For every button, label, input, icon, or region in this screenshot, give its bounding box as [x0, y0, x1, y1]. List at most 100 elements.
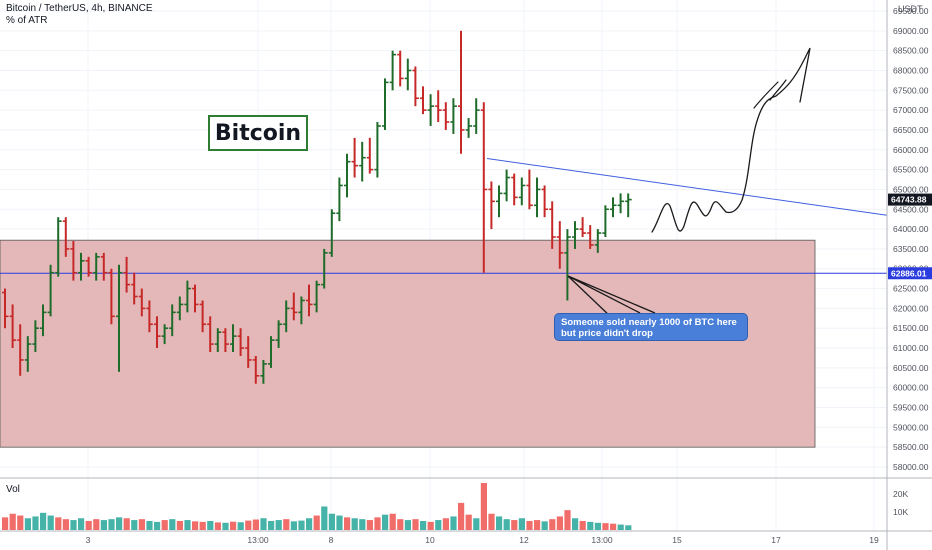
ohlc-bar [313, 280, 321, 313]
volume-bar [252, 519, 259, 530]
volume-bar [24, 518, 31, 530]
time-tick-label: 13:00 [247, 535, 269, 545]
ohlc-bar [594, 229, 602, 253]
ohlc-bar [412, 66, 419, 107]
volume-bar [579, 520, 586, 530]
volume-bar [587, 521, 594, 530]
ohlc-bar [534, 177, 541, 218]
ohlc-bar [420, 86, 427, 115]
volume-bar [2, 517, 9, 530]
ohlc-bar [245, 336, 252, 368]
volume-bar [306, 518, 313, 530]
volume-bar [534, 520, 541, 530]
volume-label: Vol [6, 484, 20, 495]
price-tick-label: 69500.00 [893, 6, 929, 16]
volume-bar [625, 525, 632, 530]
volume-bar [283, 519, 290, 530]
volume-bar [389, 513, 396, 530]
volume-bar [146, 520, 153, 530]
volume-bar [138, 519, 145, 530]
volume-bar [192, 521, 199, 530]
last-price-badge-bg [888, 193, 932, 206]
trend-line [486, 158, 888, 216]
volume-bar [290, 521, 297, 530]
ohlc-bar [184, 280, 191, 313]
volume-bar [382, 514, 389, 530]
ohlc-bar [488, 181, 495, 230]
callout-arrow [567, 275, 656, 319]
ohlc-bar [138, 288, 146, 317]
volume-bar [556, 516, 563, 530]
ohlc-bar [579, 217, 587, 238]
volume-bar [442, 518, 449, 530]
ohlc-bar [298, 296, 305, 325]
volume-bar [465, 514, 472, 530]
volume-axis-labels: 20K 10K [893, 489, 908, 517]
volume-bar [17, 515, 24, 530]
volume-bar [602, 523, 609, 530]
ohlc-bar [625, 193, 632, 218]
volume-bar [313, 515, 320, 530]
last-price-badge: 64743.88 [891, 195, 927, 205]
price-tick-label: 61000.00 [893, 343, 929, 353]
volume-bar [610, 523, 617, 530]
ohlc-bar [541, 185, 549, 218]
time-tick-label: 17 [771, 535, 781, 545]
ohlc-bar [40, 304, 47, 337]
chart-header: Bitcoin / TetherUS, 4h, BINANCE % of ATR [6, 3, 153, 27]
volume-bar [70, 520, 77, 530]
price-tick-label: 61500.00 [893, 323, 929, 333]
time-tick-label: 8 [329, 535, 334, 545]
ohlc-bar [602, 205, 609, 238]
volume-bar [298, 520, 305, 530]
price-tick-label: 59500.00 [893, 403, 929, 413]
volume-bar [435, 520, 442, 530]
currency-label[interactable]: USDT [898, 4, 923, 14]
price-tick-label: 65500.00 [893, 165, 929, 175]
volume-bar [222, 522, 229, 530]
ohlc-bar [556, 221, 564, 269]
price-tick-label: 62000.00 [893, 303, 929, 313]
ohlc-bar [283, 300, 290, 333]
volume-bar [100, 520, 107, 530]
volume-bar [336, 515, 343, 530]
volume-bar [458, 502, 465, 530]
volume-bar [541, 521, 548, 530]
ohlc-bar [199, 300, 207, 333]
price-tick-label: 58000.00 [893, 462, 929, 472]
price-tick-label: 63500.00 [893, 244, 929, 254]
volume-bar [230, 521, 237, 530]
volume-bar [564, 510, 571, 530]
ohlc-bar [359, 141, 366, 182]
price-tick-label: 62500.00 [893, 284, 929, 294]
ohlc-bar [336, 177, 343, 222]
ohlc-bar [17, 324, 24, 376]
volume-bar [488, 513, 495, 530]
ohlc-bar [549, 201, 556, 249]
ohlc-bar [237, 328, 245, 356]
ohlc-bar [366, 137, 374, 174]
ohlc-bar [382, 78, 389, 130]
ohlc-bar [70, 240, 77, 281]
ohlc-bar [230, 324, 237, 353]
volume-bar [344, 517, 351, 530]
hline-price-badge: 62886.01 [891, 268, 927, 278]
support-zone [0, 239, 816, 448]
ohlc-bar [450, 98, 457, 134]
bitcoin-title-box: Bitcoin [208, 115, 308, 151]
projection-drawing [651, 47, 811, 233]
ohlc-bar [344, 153, 351, 198]
ohlc-bar [123, 256, 131, 293]
ohlc-bar [526, 169, 533, 210]
volume-bar [123, 518, 130, 530]
volume-bar [62, 519, 69, 530]
ohlc-bar [176, 296, 184, 321]
price-tick-label: 68500.00 [893, 46, 929, 56]
volume-bar [55, 517, 62, 530]
volume-bar [9, 513, 16, 530]
volume-tick-label: 10K [893, 507, 908, 517]
volume-bar [237, 522, 244, 530]
volume-bar [496, 516, 503, 530]
ohlc-bar [328, 209, 336, 257]
